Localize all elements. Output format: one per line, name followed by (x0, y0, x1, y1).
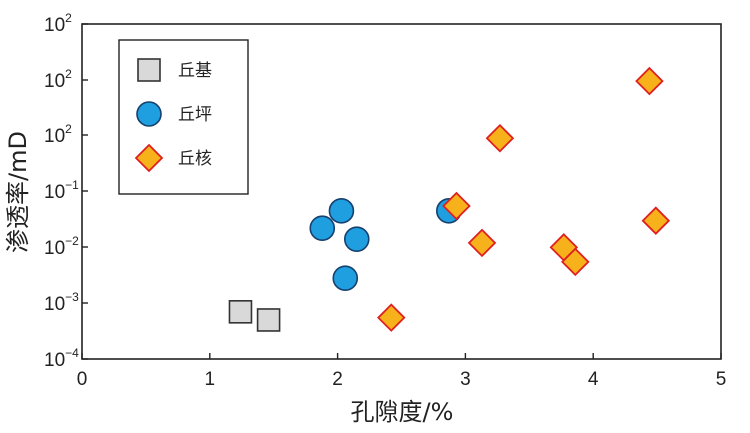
y-tick-base: 10 (44, 15, 65, 36)
y-tick-label: 10−4 (44, 346, 79, 371)
x-tick-label: 4 (588, 369, 599, 390)
x-tick-label: 0 (77, 369, 88, 390)
y-tick-label: 102 (44, 67, 72, 92)
data-point (467, 228, 497, 258)
plot-area (228, 66, 671, 332)
y-tick-base: 10 (44, 350, 65, 371)
data-point (485, 123, 515, 153)
data-point (309, 215, 336, 242)
series-square (228, 300, 281, 332)
y-tick-exp: −1 (65, 178, 79, 192)
y-tick-label: 10−2 (44, 234, 79, 259)
legend-label: 丘基 (178, 61, 212, 81)
y-tick-exp: −3 (65, 290, 79, 304)
y-tick-label: 102 (44, 11, 72, 36)
data-point (641, 206, 671, 235)
data-point (332, 265, 359, 292)
data-point (228, 300, 253, 324)
x-tick-label: 5 (716, 369, 727, 390)
y-tick-label: 10−1 (44, 178, 79, 203)
data-point (328, 198, 355, 224)
x-tick-label: 3 (460, 369, 471, 390)
y-axis-title: 渗透率/mD (4, 131, 32, 253)
legend-marker (134, 143, 164, 173)
data-point (442, 191, 471, 221)
y-tick-label: 10−3 (44, 290, 79, 315)
data-point (635, 66, 664, 96)
y-tick-exp: 2 (65, 67, 72, 81)
y-tick-exp: 2 (65, 122, 72, 136)
data-point (343, 226, 370, 252)
y-tick-base: 10 (44, 238, 65, 259)
y-tick-exp: −4 (65, 346, 79, 360)
x-tick-label: 2 (332, 369, 343, 390)
data-point (561, 247, 590, 277)
x-tick-label: 1 (205, 369, 216, 390)
y-tick-exp: 2 (65, 11, 72, 25)
legend-marker (136, 101, 162, 127)
legend-label: 丘坪 (178, 105, 212, 125)
y-tick-label: 102 (44, 122, 72, 147)
series-diamond (377, 66, 671, 332)
y-tick-exp: −2 (65, 234, 79, 248)
y-tick-base: 10 (44, 71, 65, 92)
series-circle (309, 198, 462, 292)
y-tick-base: 10 (44, 126, 65, 147)
data-point (377, 303, 406, 332)
y-tick-base: 10 (44, 294, 65, 315)
legend-label: 丘核 (178, 149, 212, 169)
data-point (256, 308, 281, 332)
y-tick-base: 10 (44, 182, 65, 203)
x-axis-title: 孔隙度/% (351, 398, 454, 426)
legend-marker (137, 58, 161, 82)
